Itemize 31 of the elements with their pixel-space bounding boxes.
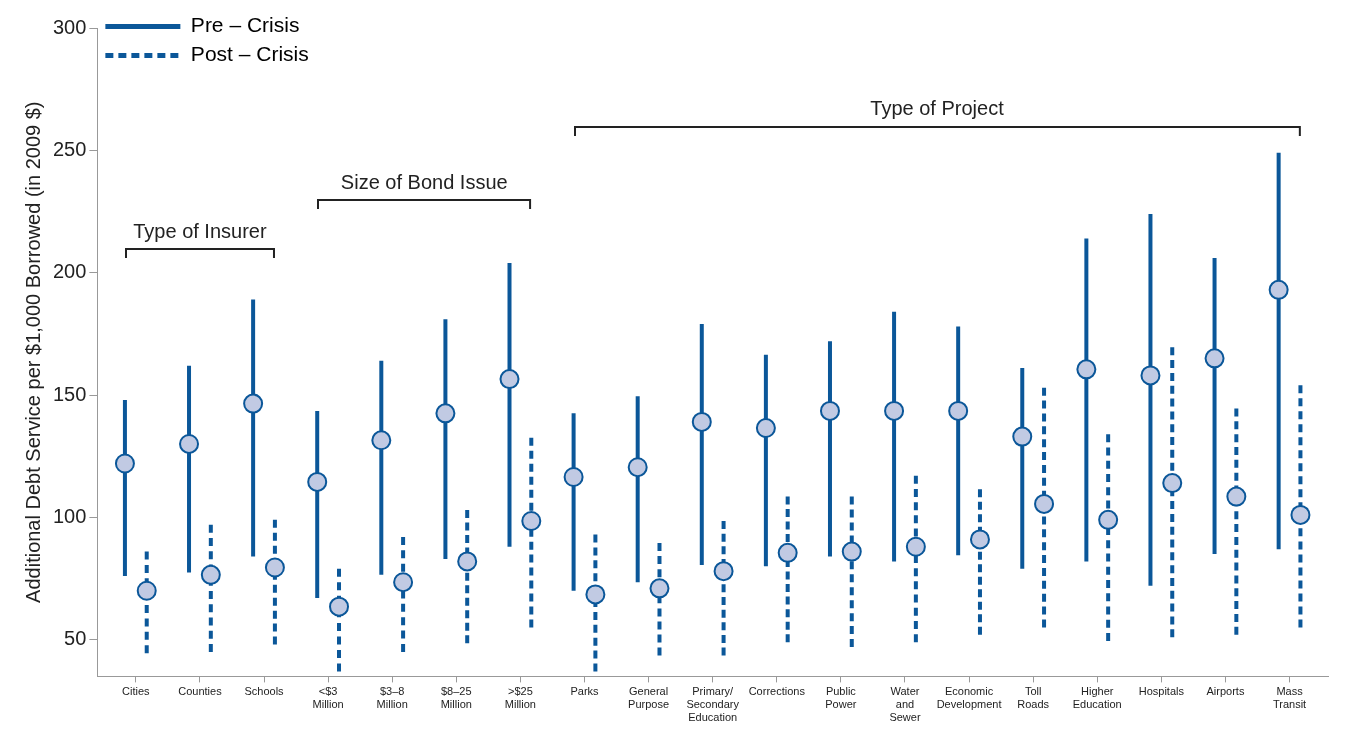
- x-tick-label: Hospitals: [1138, 685, 1185, 698]
- annotation: Size of Bond Issue: [340, 170, 508, 193]
- x-tick-label: Corrections: [748, 685, 806, 698]
- y-tick-label: 200: [52, 260, 87, 283]
- x-tick-label: <$3 Million: [312, 685, 344, 711]
- x-tick-label: Mass Transit: [1272, 685, 1307, 711]
- x-tick-label: General Purpose: [628, 685, 670, 711]
- x-tick-label: Airports: [1206, 685, 1245, 698]
- x-tick-label: >$25 Million: [504, 685, 536, 711]
- x-tick-label: $3–8 Million: [376, 685, 408, 711]
- y-tick-label: 250: [52, 137, 87, 160]
- x-tick-label: Water and Sewer: [889, 685, 921, 724]
- x-tick-label: Toll Roads: [1017, 685, 1050, 711]
- annotation: Type of Project: [870, 97, 1005, 120]
- y-axis-title: Additional Debt Service per $1,000 Borrowed (in 2009 $): [21, 101, 44, 603]
- x-tick-label: Primary/ Secondary Education: [686, 685, 740, 724]
- y-tick-label: 150: [52, 382, 87, 405]
- x-tick-label: Counties: [178, 685, 223, 698]
- x-tick-label: Parks: [570, 685, 600, 698]
- x-tick-label: Public Power: [825, 685, 857, 711]
- legend-label: Post – Crisis: [190, 42, 309, 66]
- y-tick-label: 50: [64, 627, 87, 650]
- y-tick-label: 300: [52, 15, 87, 38]
- x-tick-label: Economic Development: [936, 685, 1002, 711]
- y-tick-label: 100: [52, 504, 87, 527]
- legend-label: Pre – Crisis: [190, 13, 300, 37]
- annotation: Type of Insurer: [133, 219, 267, 242]
- x-tick-label: Higher Education: [1072, 685, 1122, 711]
- x-tick-label: Schools: [244, 685, 285, 698]
- x-tick-label: Cities: [122, 685, 151, 698]
- x-tick-label: $8–25 Million: [440, 685, 472, 711]
